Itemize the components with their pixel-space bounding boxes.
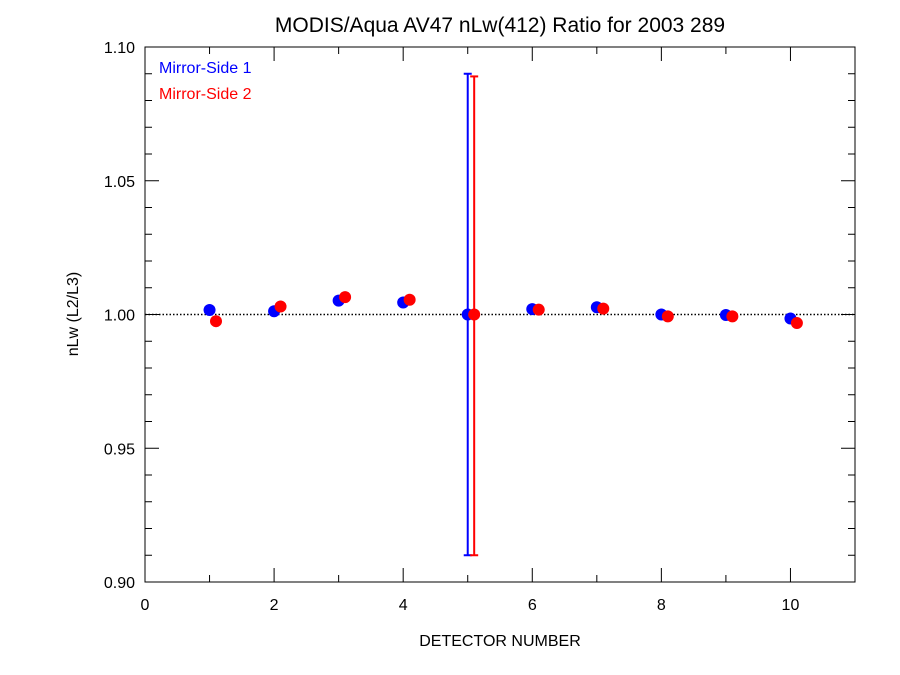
x-tick-label: 2 [270,597,279,614]
x-tick-label: 4 [399,597,408,614]
data-point-series-2 [403,293,416,306]
data-point-series-2 [468,308,481,321]
x-tick-labels: 0 2 4 6 8 10 [141,597,800,614]
y-tick-label: 1.00 [104,308,135,325]
data-point-series-2 [274,300,287,313]
y-tick-label: 1.05 [104,174,135,191]
legend-entry-1: Mirror-Side 1 [159,60,252,77]
data-point-series-2 [790,317,803,330]
y-axis-label: nLw (L2/L3) [65,272,82,357]
tick-marks [144,46,856,583]
y-tick-label: 0.90 [104,575,135,592]
data-point-series-2 [726,310,739,323]
legend: Mirror-Side 1 Mirror-Side 2 [159,60,252,103]
data-point-series-2 [661,310,674,323]
chart-title: MODIS/Aqua AV47 nLw(412) Ratio for 2003 … [275,14,725,37]
x-axis-label: DETECTOR NUMBER [419,633,581,650]
data-point-series-1 [203,303,216,316]
y-tick-labels: 0.90 0.95 1.00 1.05 1.10 [104,40,135,592]
data-point-series-2 [210,315,222,328]
y-tick-label: 1.10 [104,40,135,57]
x-tick-label: 0 [141,597,150,614]
data-point-series-2 [532,303,545,316]
x-tick-label: 8 [657,597,666,614]
data-point-series-2 [339,291,352,304]
x-tick-label: 6 [528,597,537,614]
data-points [203,291,803,330]
legend-entry-2: Mirror-Side 2 [159,86,252,103]
x-tick-label: 10 [782,597,800,614]
y-tick-label: 0.95 [104,441,135,458]
data-point-series-2 [597,302,610,315]
